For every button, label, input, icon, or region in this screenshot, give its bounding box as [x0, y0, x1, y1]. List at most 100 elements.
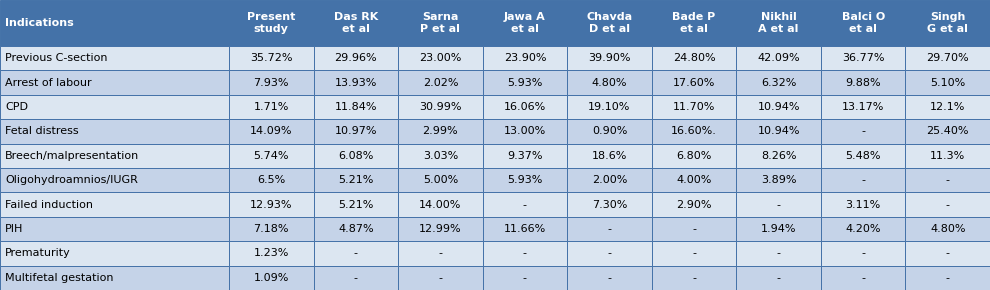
Text: 17.60%: 17.60%: [673, 78, 715, 88]
Bar: [483, 95, 567, 119]
Text: -: -: [692, 224, 696, 234]
Text: 4.80%: 4.80%: [592, 78, 628, 88]
Bar: [567, 70, 651, 95]
Text: Prematurity: Prematurity: [5, 249, 70, 258]
Bar: [314, 168, 398, 192]
Bar: [0, 266, 229, 290]
Bar: [314, 241, 398, 266]
Text: CPD: CPD: [5, 102, 28, 112]
Text: -: -: [776, 273, 780, 283]
Bar: [737, 168, 821, 192]
Text: -: -: [861, 175, 865, 185]
Bar: [651, 168, 737, 192]
Text: Arrest of labour: Arrest of labour: [5, 78, 92, 88]
Bar: [483, 241, 567, 266]
Bar: [651, 241, 737, 266]
Bar: [398, 119, 483, 144]
Text: 13.00%: 13.00%: [504, 126, 546, 136]
Bar: [821, 192, 906, 217]
Text: 2.02%: 2.02%: [423, 78, 458, 88]
Text: 7.93%: 7.93%: [253, 78, 289, 88]
Bar: [651, 192, 737, 217]
Bar: [906, 46, 990, 70]
Text: -: -: [608, 273, 612, 283]
Bar: [906, 119, 990, 144]
Bar: [651, 144, 737, 168]
Text: PIH: PIH: [5, 224, 24, 234]
Bar: [567, 192, 651, 217]
Text: 3.11%: 3.11%: [845, 200, 881, 210]
Text: -: -: [945, 273, 949, 283]
Text: Singh
G et al: Singh G et al: [928, 12, 968, 34]
Text: 25.40%: 25.40%: [927, 126, 969, 136]
Text: -: -: [523, 273, 527, 283]
Bar: [483, 144, 567, 168]
Bar: [737, 241, 821, 266]
Text: 35.72%: 35.72%: [250, 53, 292, 63]
Text: 12.93%: 12.93%: [250, 200, 292, 210]
Bar: [821, 217, 906, 241]
Bar: [906, 241, 990, 266]
Text: 11.70%: 11.70%: [673, 102, 715, 112]
Bar: [737, 70, 821, 95]
Text: 11.84%: 11.84%: [335, 102, 377, 112]
Bar: [483, 192, 567, 217]
Text: 14.00%: 14.00%: [419, 200, 461, 210]
Text: 39.90%: 39.90%: [588, 53, 631, 63]
Bar: [651, 95, 737, 119]
Bar: [398, 168, 483, 192]
Text: Balci O
et al: Balci O et al: [842, 12, 885, 34]
Text: 23.00%: 23.00%: [419, 53, 461, 63]
Bar: [0, 0, 229, 46]
Text: 5.93%: 5.93%: [507, 78, 543, 88]
Text: -: -: [523, 249, 527, 258]
Text: 3.89%: 3.89%: [761, 175, 796, 185]
Text: 6.80%: 6.80%: [676, 151, 712, 161]
Text: 23.90%: 23.90%: [504, 53, 546, 63]
Bar: [229, 241, 314, 266]
Bar: [737, 192, 821, 217]
Bar: [737, 266, 821, 290]
Text: Failed induction: Failed induction: [5, 200, 93, 210]
Text: Nikhil
A et al: Nikhil A et al: [758, 12, 799, 34]
Text: 36.77%: 36.77%: [842, 53, 884, 63]
Text: Chavda
D et al: Chavda D et al: [586, 12, 633, 34]
Bar: [0, 241, 229, 266]
Text: -: -: [353, 273, 357, 283]
Bar: [398, 217, 483, 241]
Text: 16.06%: 16.06%: [504, 102, 546, 112]
Bar: [567, 266, 651, 290]
Text: -: -: [439, 273, 443, 283]
Bar: [398, 266, 483, 290]
Bar: [314, 95, 398, 119]
Text: Fetal distress: Fetal distress: [5, 126, 78, 136]
Text: -: -: [523, 200, 527, 210]
Text: 0.90%: 0.90%: [592, 126, 628, 136]
Text: -: -: [353, 249, 357, 258]
Text: 11.3%: 11.3%: [930, 151, 965, 161]
Text: 1.94%: 1.94%: [761, 224, 796, 234]
Bar: [567, 168, 651, 192]
Text: 5.74%: 5.74%: [253, 151, 289, 161]
Bar: [314, 192, 398, 217]
Text: 7.30%: 7.30%: [592, 200, 628, 210]
Text: Bade P
et al: Bade P et al: [672, 12, 716, 34]
Text: 3.03%: 3.03%: [423, 151, 458, 161]
Text: 2.90%: 2.90%: [676, 200, 712, 210]
Text: 6.08%: 6.08%: [339, 151, 373, 161]
Bar: [821, 119, 906, 144]
Text: -: -: [945, 249, 949, 258]
Bar: [229, 266, 314, 290]
Bar: [651, 217, 737, 241]
Text: Previous C-section: Previous C-section: [5, 53, 108, 63]
Text: 29.96%: 29.96%: [335, 53, 377, 63]
Text: 5.21%: 5.21%: [339, 200, 373, 210]
Text: Multifetal gestation: Multifetal gestation: [5, 273, 114, 283]
Bar: [906, 217, 990, 241]
Bar: [0, 144, 229, 168]
Text: -: -: [692, 249, 696, 258]
Bar: [906, 0, 990, 46]
Text: 10.94%: 10.94%: [757, 102, 800, 112]
Bar: [483, 168, 567, 192]
Bar: [229, 217, 314, 241]
